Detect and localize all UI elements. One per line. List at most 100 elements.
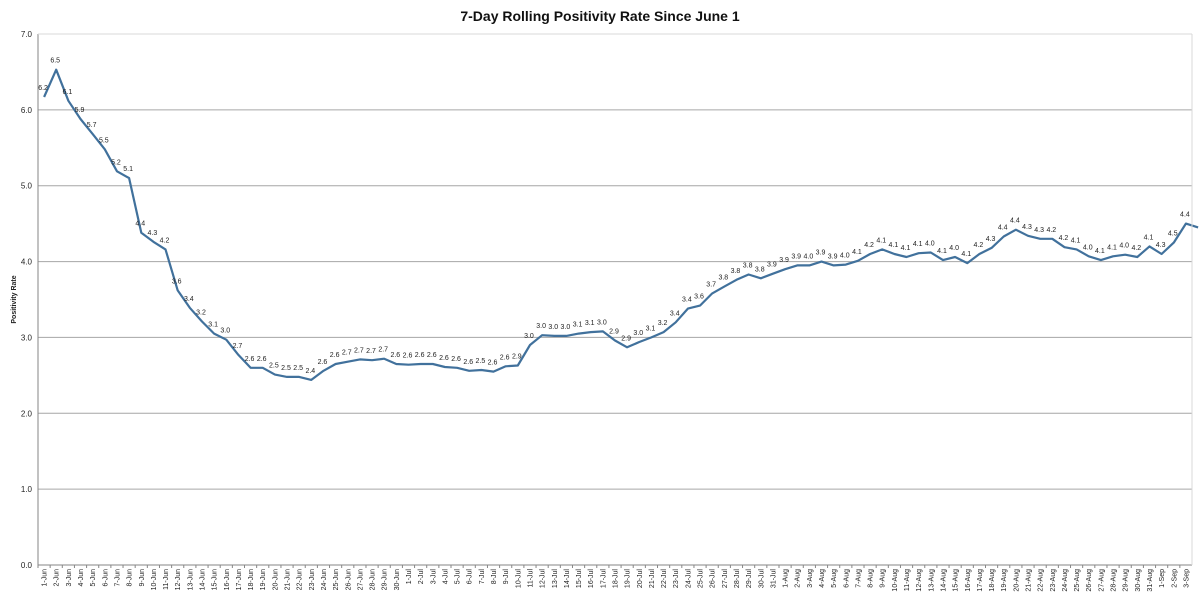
x-tick-label: 30-Jun	[394, 569, 401, 591]
data-label: 2.9	[512, 353, 522, 360]
data-label: 4.3	[148, 230, 158, 237]
x-tick-label: 5-Jul	[455, 569, 462, 585]
x-tick-label: 2-Aug	[795, 569, 802, 588]
data-label: 4.4	[135, 221, 145, 228]
x-tick-label: 5-Aug	[831, 569, 838, 588]
x-tick-label: 19-Jul	[625, 569, 632, 589]
x-tick-label: 27-Jun	[357, 569, 364, 591]
x-tick-label: 26-Aug	[1086, 569, 1093, 592]
data-label: 2.6	[463, 359, 473, 366]
data-label: 4.1	[1071, 237, 1081, 244]
x-tick-label: 26-Jul	[710, 569, 717, 589]
data-label: 5.1	[123, 166, 133, 173]
x-tick-label: 16-Jul	[588, 569, 595, 589]
x-tick-label: 23-Jul	[673, 569, 680, 589]
data-label: 3.8	[731, 268, 741, 275]
data-label: 3.2	[196, 309, 206, 316]
data-label: 5.2	[111, 159, 121, 166]
data-label: 3.0	[524, 333, 534, 340]
x-tick-label: 15-Jul	[576, 569, 583, 589]
x-tick-label: 3-Sep	[1183, 569, 1190, 588]
data-label: 2.6	[415, 352, 425, 359]
x-tick-label: 17-Aug	[977, 569, 984, 592]
y-axis-label: Positivity Rate	[11, 275, 18, 323]
data-label: 4.1	[901, 245, 911, 252]
x-tick-label: 12-Aug	[916, 569, 923, 592]
data-label: 4.1	[1095, 248, 1105, 255]
x-tick-label: 25-Jun	[333, 569, 340, 591]
data-label: 4.0	[949, 245, 959, 252]
x-tick-label: 12-Jul	[540, 569, 547, 589]
data-label: 4.0	[803, 253, 813, 260]
data-label: 3.9	[779, 257, 789, 264]
data-label: 2.7	[378, 347, 388, 354]
data-label: 2.6	[330, 352, 340, 359]
data-label: 2.6	[257, 356, 267, 363]
data-label: 2.6	[439, 355, 449, 362]
data-label: 6.2	[38, 85, 48, 92]
y-tick-label: 3.0	[21, 333, 33, 342]
x-tick-label: 6-Jun	[102, 569, 109, 587]
x-tick-label: 13-Aug	[928, 569, 935, 592]
x-tick-label: 9-Aug	[880, 569, 887, 588]
data-label: 5.5	[99, 137, 109, 144]
x-tick-label: 18-Jul	[613, 569, 620, 589]
x-tick-label: 6-Aug	[843, 569, 850, 588]
data-label: 2.6	[427, 352, 437, 359]
x-tick-label: 1-Sep	[1159, 569, 1166, 588]
data-label: 4.5	[1168, 231, 1178, 238]
data-label: 4.2	[1059, 235, 1069, 242]
data-label: 4.3	[1034, 227, 1044, 234]
y-tick-label: 4.0	[21, 258, 33, 267]
data-label: 4.0	[1119, 243, 1129, 250]
x-tick-label: 3-Aug	[807, 569, 814, 588]
x-tick-label: 14-Aug	[940, 569, 947, 592]
y-tick-label: 6.0	[21, 106, 33, 115]
x-tick-label: 15-Jun	[212, 569, 219, 591]
data-label: 4.2	[160, 237, 170, 244]
x-tick-label: 2-Jul	[418, 569, 425, 585]
data-label: 4.2	[1131, 245, 1141, 252]
data-label: 5.9	[75, 107, 85, 114]
data-label: 3.6	[172, 278, 182, 285]
x-tick-label: 18-Jun	[248, 569, 255, 591]
x-tick-label: 22-Jun	[297, 569, 304, 591]
data-label: 3.8	[755, 266, 765, 273]
x-tick-label: 5-Jun	[90, 569, 97, 587]
x-tick-label: 25-Aug	[1074, 569, 1081, 592]
x-tick-label: 27-Aug	[1098, 569, 1105, 592]
x-tick-label: 27-Jul	[722, 569, 729, 589]
x-tick-label: 19-Jun	[260, 569, 267, 591]
data-label: 2.5	[281, 365, 291, 372]
data-label: 4.1	[937, 248, 947, 255]
data-label: 4.1	[1107, 244, 1117, 251]
x-tick-label: 11-Aug	[904, 569, 911, 591]
data-label: 2.5	[293, 365, 303, 372]
data-label: 4.1	[852, 249, 862, 256]
x-tick-label: 10-Jul	[515, 569, 522, 589]
y-tick-label: 1.0	[21, 485, 33, 494]
x-tick-label: 24-Aug	[1062, 569, 1069, 592]
x-tick-label: 31-Jul	[770, 569, 777, 589]
x-tick-label: 25-Jul	[698, 569, 705, 589]
data-label: 2.7	[233, 343, 243, 350]
x-tick-label: 10-Jun	[151, 569, 158, 591]
x-tick-label: 2-Jun	[54, 569, 61, 587]
data-label: 2.6	[318, 359, 328, 366]
data-label: 2.6	[403, 353, 413, 360]
x-tick-label: 21-Jul	[649, 569, 656, 589]
x-tick-label: 30-Jul	[758, 569, 765, 589]
x-tick-label: 3-Jun	[66, 569, 73, 587]
data-label: 2.7	[366, 348, 376, 355]
data-label: 3.1	[646, 325, 656, 332]
data-label: 3.9	[828, 253, 838, 260]
x-tick-label: 28-Jul	[734, 569, 741, 589]
data-label: 2.4	[305, 368, 315, 375]
x-tick-label: 21-Aug	[1026, 569, 1033, 592]
data-label: 3.0	[548, 324, 558, 331]
x-tick-label: 31-Aug	[1147, 569, 1154, 592]
x-tick-label: 21-Jun	[285, 569, 292, 591]
data-label: 3.1	[585, 320, 595, 327]
data-label: 3.1	[208, 322, 218, 329]
